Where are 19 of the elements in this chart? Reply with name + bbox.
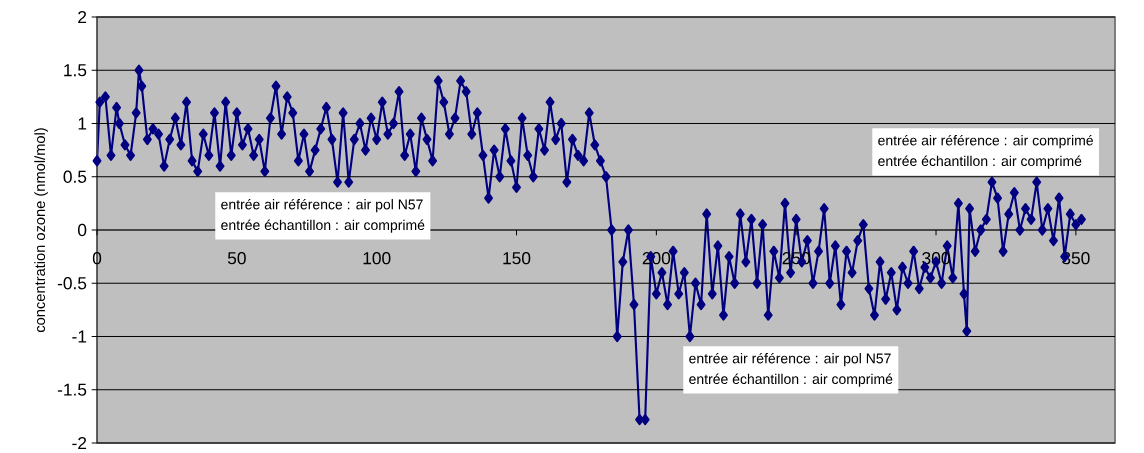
y-tick-label: -1: [72, 330, 87, 343]
y-tick-label: 1: [78, 117, 87, 130]
annotation: entrée échantillon : air comprimé: [878, 155, 1082, 169]
y-tick-label: -2: [72, 436, 87, 449]
x-tick-label: 150: [503, 251, 531, 265]
annotation: entrée échantillon : air comprimé: [689, 373, 893, 387]
annotation: entrée air référence : air pol N57: [689, 352, 891, 366]
y-tick-label: 2: [78, 10, 87, 23]
y-tick-label: 0: [78, 223, 87, 236]
annotation: entrée air référence : air pol N57: [221, 198, 423, 212]
annotation: entrée échantillon : air comprimé: [221, 219, 425, 233]
x-tick-label: 100: [363, 251, 391, 265]
y-tick-label: -1.5: [57, 383, 87, 396]
y-tick-label: -0.5: [57, 276, 87, 290]
y-axis-title: concentration ozone (nmol/mol): [34, 128, 48, 332]
annotation: entrée air référence : air comprimé: [878, 134, 1093, 148]
x-tick-label: 50: [227, 251, 246, 265]
y-tick-label: 0.5: [63, 170, 87, 183]
y-tick-label: 1.5: [64, 63, 87, 77]
